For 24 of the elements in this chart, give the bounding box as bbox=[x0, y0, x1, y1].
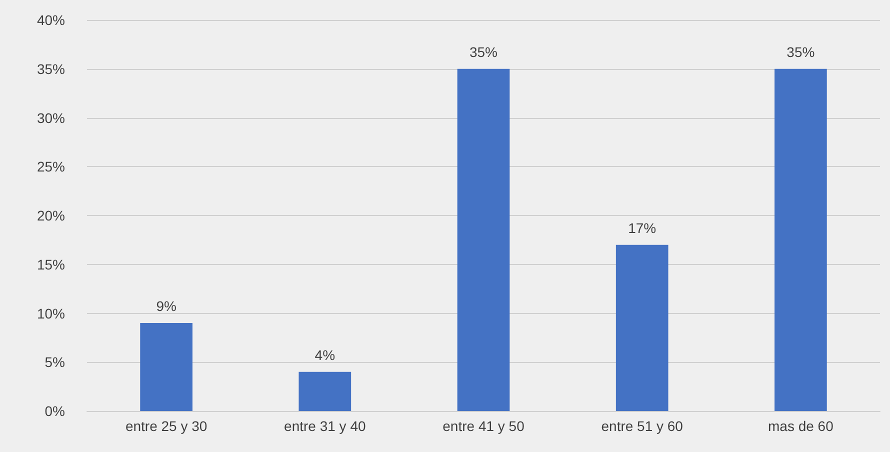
x-tick-label: entre 25 y 30 bbox=[125, 418, 208, 434]
y-tick-label: 30% bbox=[36, 110, 65, 126]
bar bbox=[616, 244, 668, 411]
data-label: 35% bbox=[469, 44, 498, 60]
y-tick-label: 0% bbox=[44, 403, 65, 419]
x-tick-label: entre 31 y 40 bbox=[284, 418, 366, 434]
y-tick-label: 15% bbox=[36, 256, 65, 272]
y-tick-label: 20% bbox=[36, 208, 65, 224]
data-label: 17% bbox=[628, 220, 656, 236]
bar bbox=[140, 323, 192, 411]
data-label: 4% bbox=[314, 346, 336, 363]
x-tick-label: mas de 60 bbox=[768, 418, 834, 434]
data-label: 35% bbox=[786, 44, 815, 60]
y-tick-label: 5% bbox=[44, 354, 65, 370]
bar bbox=[774, 68, 827, 411]
y-tick-label: 10% bbox=[36, 305, 65, 322]
bar bbox=[457, 68, 510, 411]
data-label: 9% bbox=[156, 298, 176, 314]
y-tick-label: 35% bbox=[36, 60, 65, 77]
x-tick-label: entre 41 y 50 bbox=[442, 418, 525, 434]
bar bbox=[298, 372, 352, 411]
x-tick-label: entre 51 y 60 bbox=[601, 418, 684, 434]
y-tick-label: 25% bbox=[36, 158, 65, 175]
y-tick-label: 40% bbox=[36, 12, 65, 28]
